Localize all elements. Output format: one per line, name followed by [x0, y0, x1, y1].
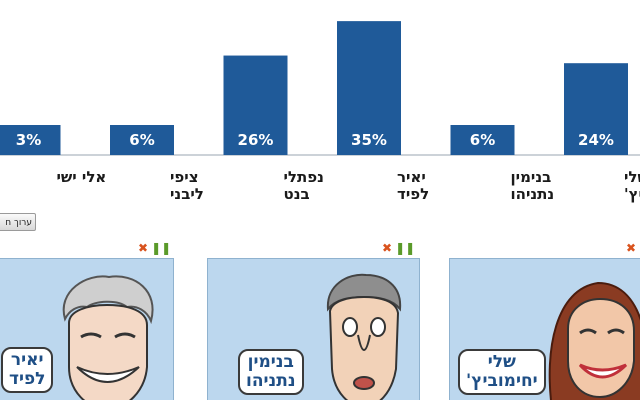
bar	[223, 55, 288, 155]
category-label: נפתלי	[284, 168, 324, 186]
category-label: יאיר	[397, 168, 426, 186]
bar-value-label: 6%	[129, 131, 154, 149]
category-label: אלי ישי	[57, 168, 107, 186]
bubble-line-1: שלי	[487, 352, 516, 372]
bubble-line-1: בנימין	[247, 352, 294, 372]
bubble-line-2: נתניהו	[246, 371, 296, 391]
face-yachimovich	[567, 297, 635, 399]
edit-button[interactable]: ערוך ח	[0, 213, 36, 231]
bar-value-label: 26%	[238, 131, 274, 149]
category-label: בנימין	[511, 168, 552, 186]
bar	[337, 21, 401, 155]
category-label: ליבני	[170, 185, 204, 203]
category-label: שלי	[624, 168, 640, 186]
bubble-line-2: לפיד	[9, 369, 46, 389]
bar-value-label: 24%	[578, 131, 614, 149]
category-label: לפיד	[397, 185, 429, 203]
bar-value-label: 6%	[470, 131, 495, 149]
category-label: בנט	[284, 185, 310, 203]
bar	[450, 125, 515, 155]
bar-value-label: 35%	[351, 131, 387, 149]
name-bubble-lapid: יאיר לפיד	[1, 347, 54, 393]
bar	[110, 125, 174, 155]
name-bubble-yachimovich: שלי יחימוביץ'	[458, 349, 546, 395]
bar	[564, 63, 628, 156]
category-label: יחימוביץ'	[624, 185, 640, 203]
bubble-line-2: יחימוביץ'	[466, 371, 538, 391]
name-bubble-netanyahu: בנימין נתניהו	[238, 349, 304, 395]
remove-icon[interactable]: ✖	[626, 241, 637, 255]
pause-icon[interactable]: ❚❚	[151, 241, 172, 255]
category-label: ציפי	[170, 168, 199, 186]
caricature-netanyahu	[326, 273, 402, 400]
face-lapid	[68, 303, 148, 400]
card-tools-yachimovich: ✖	[626, 241, 636, 255]
remove-icon[interactable]: ✖	[138, 241, 149, 255]
caricature-yachimovich	[548, 281, 640, 400]
bubble-line-1: יאיר	[10, 350, 44, 370]
category-label: נתניהו	[511, 185, 555, 203]
pause-icon[interactable]: ❚❚	[395, 241, 416, 255]
candidate-card-lapid[interactable]: יאיר לפיד	[0, 258, 174, 400]
card-tools-lapid: ✖ ❚❚	[138, 241, 171, 255]
candidate-card-netanyahu[interactable]: בנימין נתניהו	[207, 258, 420, 400]
bar	[0, 125, 61, 155]
caricature-lapid	[62, 275, 154, 400]
card-tools-netanyahu: ✖ ❚❚	[382, 241, 415, 255]
remove-icon[interactable]: ✖	[382, 241, 393, 255]
candidate-card-yachimovich[interactable]: שלי יחימוביץ'	[449, 258, 640, 400]
bar-value-label: 3%	[16, 131, 41, 149]
